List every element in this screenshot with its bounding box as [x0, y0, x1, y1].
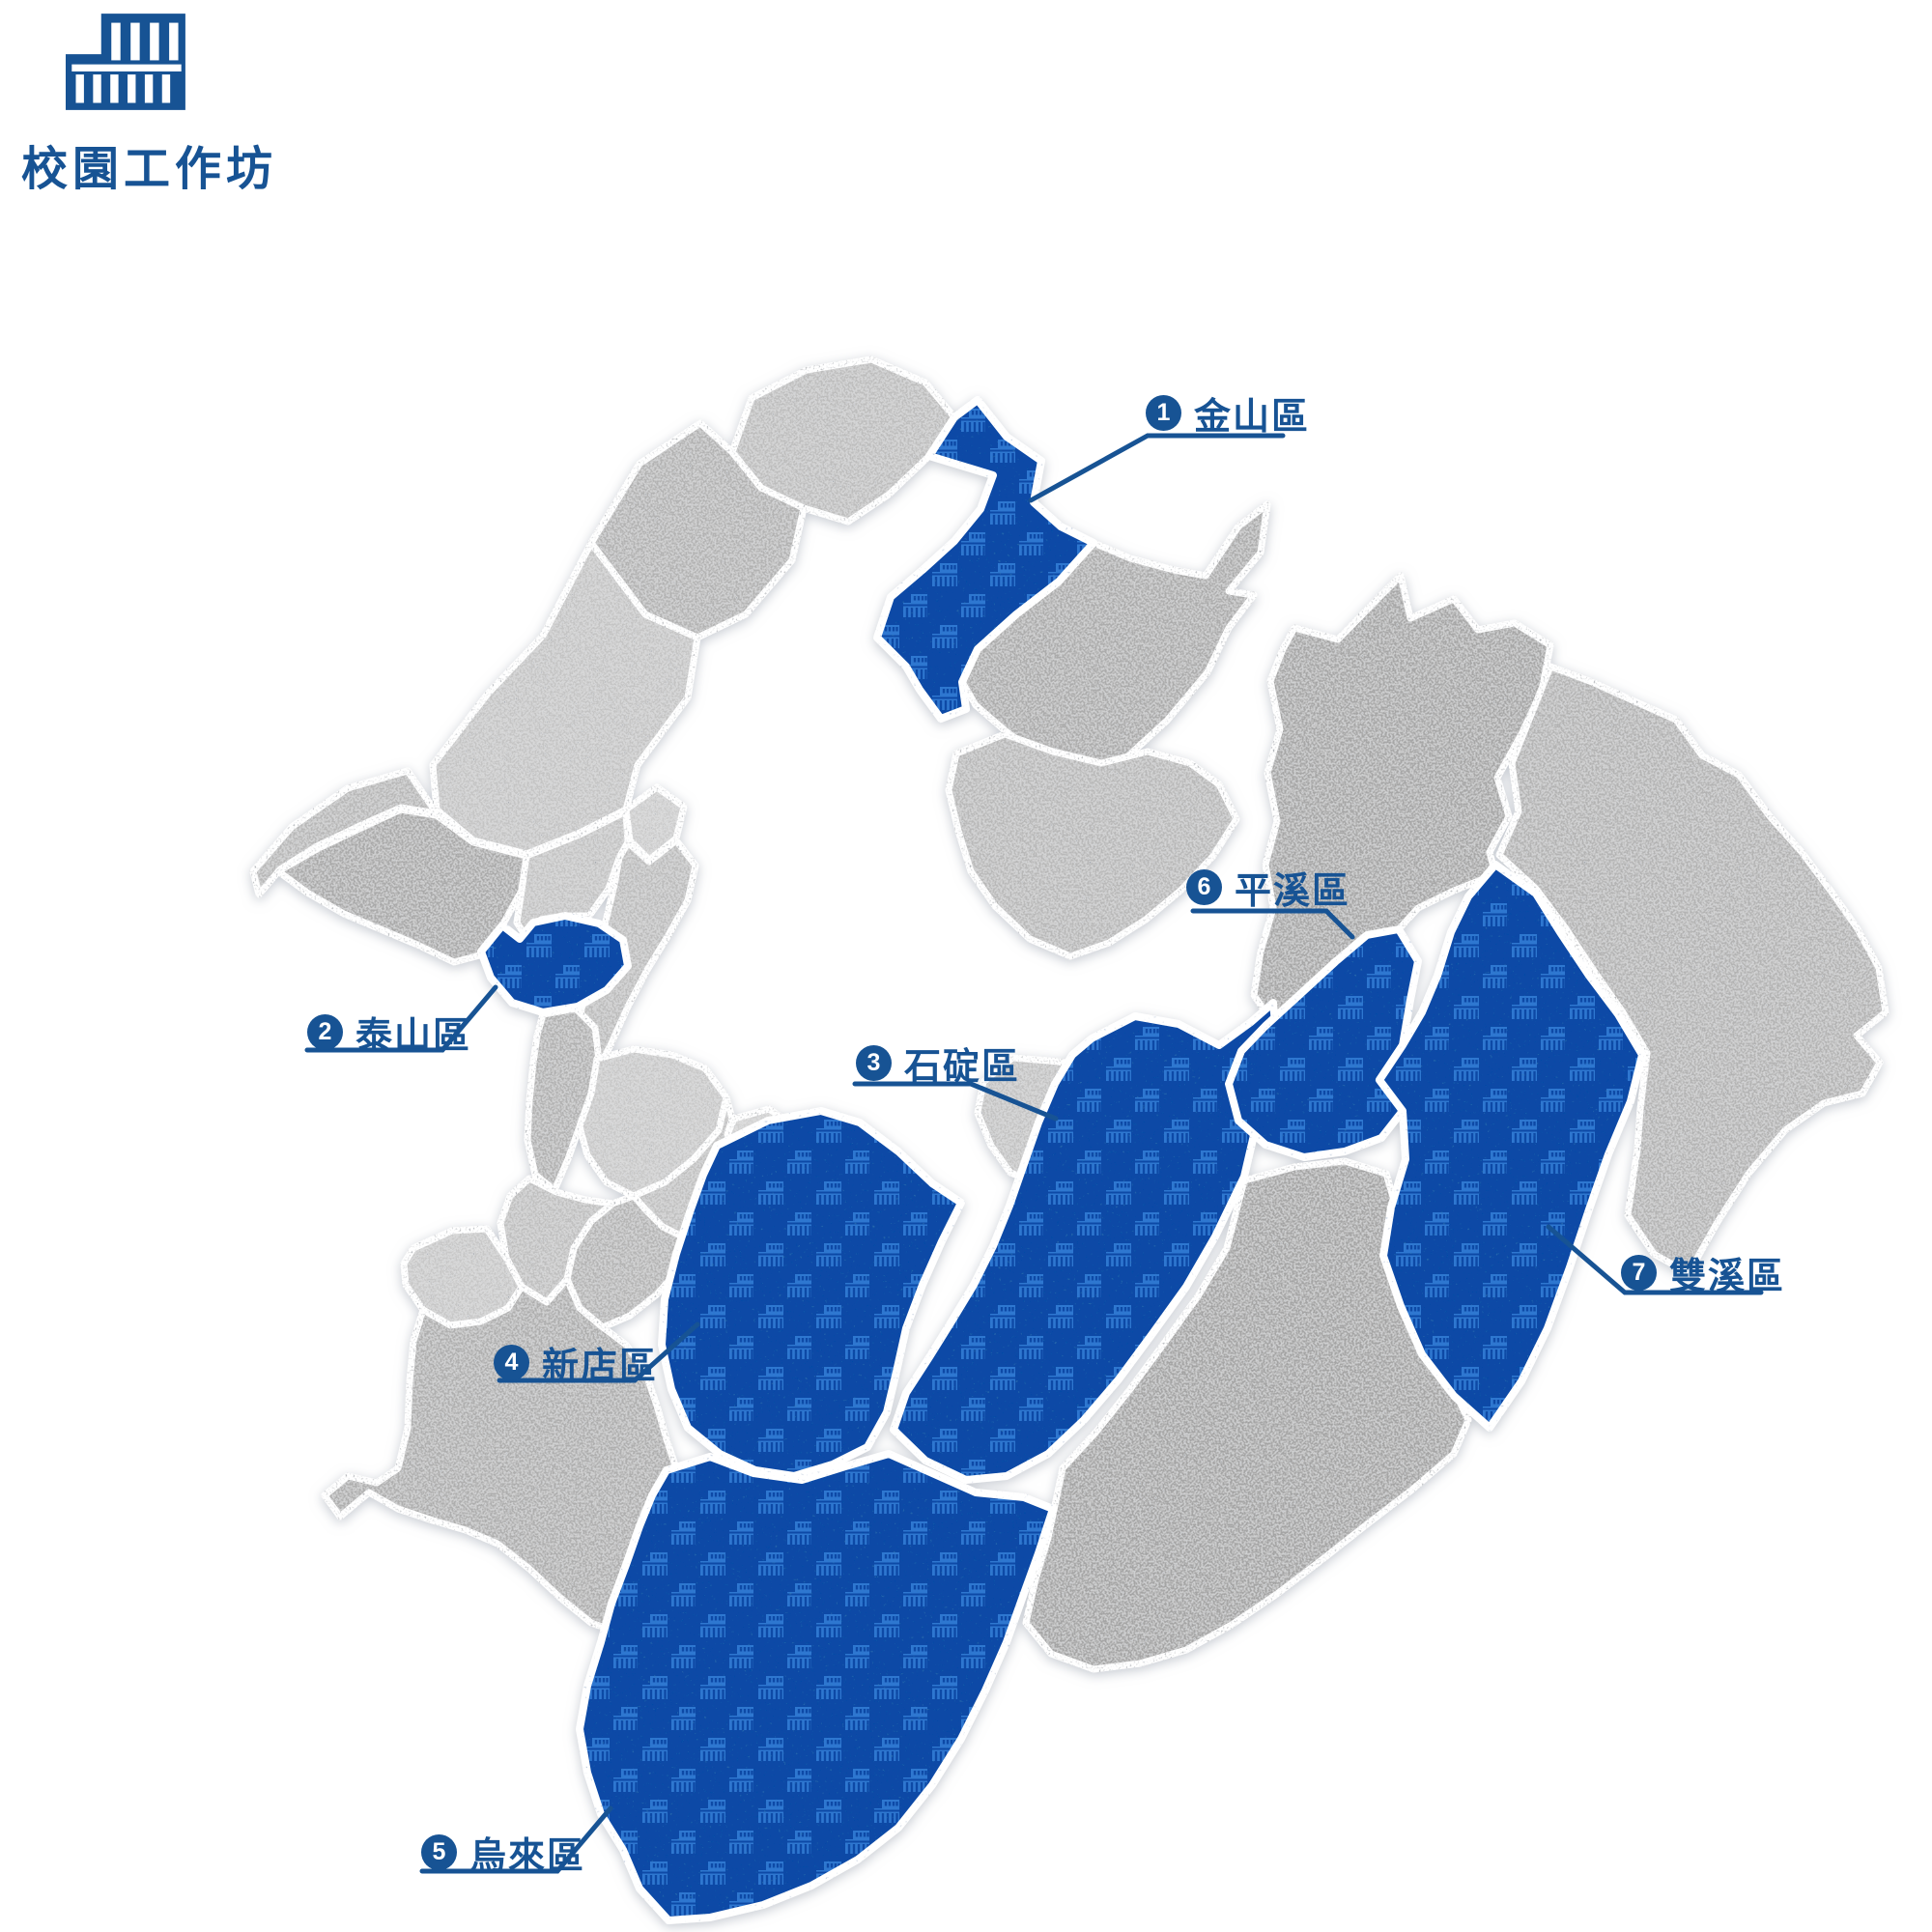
- logo-title: 校園工作坊: [21, 144, 278, 195]
- leader-line-4: [497, 1321, 700, 1383]
- district-linkou: [274, 806, 530, 966]
- map-body: [249, 355, 1889, 1924]
- leader-lines-layer: [304, 433, 1764, 1874]
- district-xindian[interactable]: [658, 1107, 965, 1480]
- app-logo: 校園工作坊: [21, 14, 277, 198]
- leader-line-3: [852, 1081, 1059, 1122]
- building-logo-icon: [66, 14, 277, 115]
- district-ruifang: [1250, 572, 1554, 1023]
- leader-line-7: [1546, 1224, 1764, 1295]
- highlighted-districts-layer: [477, 396, 1646, 1924]
- district-tamsui: [429, 539, 701, 858]
- district-jinshan[interactable]: [873, 396, 1097, 723]
- leader-line-2: [304, 984, 498, 1053]
- district-taishan[interactable]: [477, 912, 632, 1016]
- leader-line-6: [1190, 908, 1355, 940]
- leader-line-5: [419, 1805, 613, 1874]
- district-xizhi: [945, 730, 1240, 960]
- district-wulai[interactable]: [576, 1450, 1057, 1924]
- district-shiding[interactable]: [890, 999, 1281, 1484]
- gray-districts-layer: [249, 355, 1889, 1673]
- leader-line-1: [1028, 433, 1286, 503]
- district-shuangxi[interactable]: [1376, 861, 1646, 1432]
- district-sanchong: [572, 837, 699, 1082]
- district-gongliao: [1495, 663, 1889, 1277]
- district-xinzhuang: [524, 1005, 603, 1194]
